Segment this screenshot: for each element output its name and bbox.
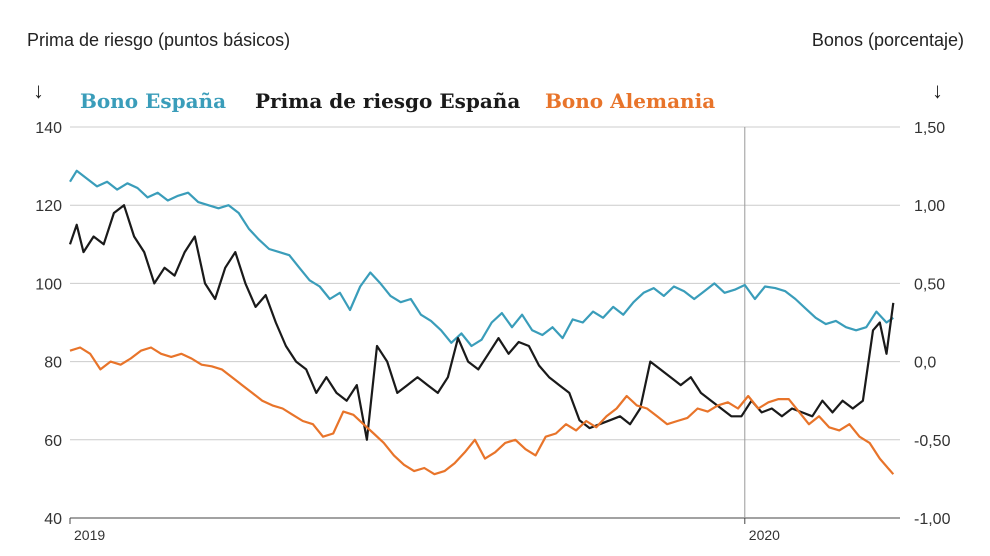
- legend-bono-espana: Bono España: [80, 89, 227, 113]
- legend-prima-riesgo: Prima de riesgo España: [255, 89, 521, 113]
- x-tick-label: 2019: [74, 527, 105, 543]
- left-axis-title: Prima de riesgo (puntos básicos): [27, 30, 291, 50]
- left-tick-label: 60: [44, 433, 62, 450]
- left-tick-label: 80: [44, 355, 62, 372]
- series-line-bono-espana: [69, 169, 894, 348]
- right-tick-label: -1,00: [914, 511, 951, 528]
- right-tick-label: -0,50: [914, 433, 951, 450]
- left-tick-label: 100: [35, 276, 62, 293]
- right-tick-label: 0,50: [914, 276, 945, 293]
- left-axis-arrow-icon: ↓: [33, 78, 44, 103]
- right-axis-title: Bonos (porcentaje): [811, 30, 964, 50]
- left-tick-label: 140: [35, 120, 62, 137]
- left-tick-label: 40: [44, 511, 62, 528]
- x-tick-label: 2020: [749, 527, 780, 543]
- right-tick-label: 0,0: [914, 355, 936, 372]
- series-lines: [68, 169, 895, 476]
- right-tick-label: 1,00: [914, 198, 945, 215]
- legend-bono-alemania: Bono Alemania: [545, 89, 716, 113]
- series-line-bono-alemania: [69, 346, 895, 476]
- right-axis-arrow-icon: ↓: [932, 78, 943, 103]
- grid: [69, 126, 900, 524]
- left-tick-label: 120: [35, 198, 62, 215]
- series-line-prima-riesgo: [68, 204, 895, 441]
- tick-labels: 140 1,50 120 1,00 100 0,50 80 0,0 60 -0,50 40 -1,00…: [35, 120, 950, 543]
- right-tick-label: 1,50: [914, 120, 945, 137]
